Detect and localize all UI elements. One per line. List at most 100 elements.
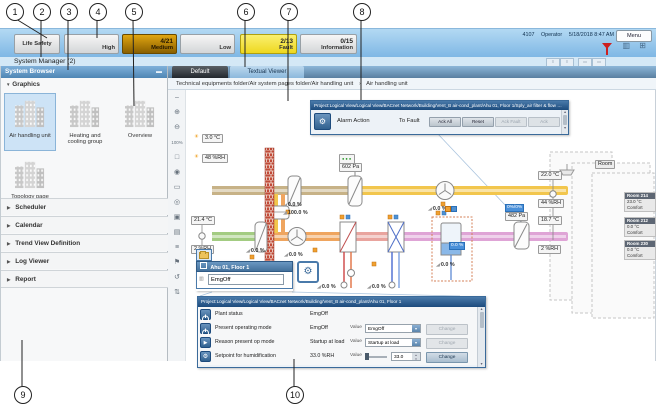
play-icon: ▶ [200, 336, 211, 348]
sidebar-item-trend-view-definition[interactable]: ▶ Trend View Definition [1, 234, 169, 251]
spin-down-icon[interactable]: ▾ [415, 356, 417, 361]
alarm-button-information[interactable]: 0/15 Information [300, 34, 357, 54]
breadcrumb-path[interactable]: Technical equipments folder/Air system p… [176, 81, 354, 87]
ack-fault-button[interactable]: Ack Fault [495, 117, 527, 127]
alarm-button-low[interactable]: Low [180, 34, 235, 54]
scroll-up-icon[interactable]: ▲ [563, 110, 567, 114]
sidebar-item-scheduler[interactable]: ▶ Scheduler [1, 198, 169, 215]
reset-button[interactable]: Reset [462, 117, 494, 127]
callout-6: 6 [237, 3, 255, 21]
tab-strip: Default Textual Viewer [168, 66, 656, 78]
alarm-button-label: Medium [151, 45, 173, 51]
drag-handle-icon[interactable]: – [175, 94, 179, 101]
spinner-icons[interactable]: ▴ ▾ [412, 352, 420, 361]
list-icon[interactable]: ≡ [174, 244, 180, 251]
sidebar-item-label: Calendar [15, 222, 43, 229]
alarm-button-life-safety[interactable]: Life Safety [14, 34, 60, 54]
pan-icon[interactable]: ◎ [173, 199, 181, 206]
ack-all-button[interactable]: Ack All [429, 117, 461, 127]
setpoint-spinbox[interactable]: 33.0 ▴ ▾ [391, 351, 421, 361]
tab-default[interactable]: Default [172, 66, 228, 78]
zoom-level-label[interactable]: 100% [171, 140, 183, 145]
weather-temp-chip: 3.0 °C [202, 134, 224, 143]
ack-button[interactable]: Ack [528, 117, 560, 127]
operating-mode-dropdown[interactable]: EmgOff ▾ [365, 323, 421, 333]
alarm-button-fault[interactable]: 2/13 Fault [240, 34, 297, 54]
gear-icon: ⚙ [303, 266, 313, 277]
operations-popup: Project:Logical View/Logical View/BACnet… [197, 296, 486, 368]
sidebar-item-calendar[interactable]: ▶ Calendar [1, 216, 169, 233]
sidebar-item-log-viewer[interactable]: ▶ Log Viewer [1, 252, 169, 269]
fit-view-icon[interactable]: □ [174, 154, 180, 161]
ramp-icon: ◢ [283, 210, 287, 216]
grid-icon[interactable]: ▤ [173, 229, 181, 236]
room-card[interactable]: Room 214 23.0 °C Comfort [624, 192, 656, 212]
mode-value-field[interactable]: EmgOff [208, 274, 284, 285]
callout-2: 2 [33, 3, 51, 21]
alarm-button-label: Low [219, 45, 231, 51]
graphics-expander[interactable]: ▼ Graphics [1, 78, 167, 91]
power-icon [200, 322, 211, 336]
scroll-up-icon[interactable]: ▲ [479, 307, 484, 311]
scroll-down-icon[interactable]: ▼ [563, 126, 567, 130]
menu-button[interactable]: Menu [616, 30, 652, 42]
layers-icon[interactable]: ▣ [173, 214, 181, 221]
tile-air-handling-unit[interactable]: Air handling unit [4, 93, 56, 151]
ops-row-value: EmgOff [310, 311, 328, 317]
setpoint-slider-track[interactable] [365, 355, 387, 358]
room-temp: 23.0 °C [627, 199, 642, 204]
alarm-button-medium[interactable]: 4/21 Medium [122, 34, 177, 54]
tile-topology-page[interactable]: Topology page [4, 154, 56, 212]
value: 0.0 % [440, 262, 455, 268]
alarm-popup-scrollbar[interactable]: ▲ ▼ [561, 110, 568, 134]
sort-icon[interactable]: ⇅ [174, 289, 180, 296]
system-browser-title: System Browser [5, 68, 56, 75]
setpoint-slider-handle[interactable] [365, 353, 369, 360]
change-button[interactable]: Change [426, 337, 468, 349]
window-layout-icon[interactable]: ⊞ [639, 41, 646, 50]
tile-heating-cooling-group[interactable]: Heating and cooling group [59, 93, 111, 151]
ops-row-label: Reason present op mode [215, 339, 275, 345]
settings-button[interactable]: ⚙ [297, 261, 319, 283]
filter-funnel-icon[interactable] [602, 43, 612, 55]
room-area-label: Room [595, 160, 616, 169]
focus-icon[interactable]: ◉ [173, 169, 181, 176]
callout-10: 10 [286, 386, 304, 404]
callout-7: 7 [280, 3, 298, 21]
panel-layout-icon[interactable]: ▥ [622, 41, 630, 50]
change-button[interactable]: Change [426, 323, 468, 335]
selection-rect-icon[interactable]: ▭ [173, 184, 181, 191]
value: 0.0 % [321, 284, 336, 290]
sliders-icon: ⚙ [200, 350, 211, 362]
room-status: Comfort [627, 253, 643, 258]
scroll-thumb[interactable] [563, 115, 567, 125]
ops-popup-scrollbar[interactable]: ▲ ▼ [477, 307, 485, 367]
alarm-button-label: Information [321, 45, 353, 51]
spin-up-icon[interactable]: ▴ [415, 352, 417, 357]
flag-icon[interactable]: ⚑ [173, 259, 181, 266]
zoom-in-icon[interactable]: ⊕ [174, 109, 180, 116]
spinbox-value: 33.0 [394, 354, 404, 360]
damper-position-value: ◢0.0 % [283, 202, 302, 208]
folder-button[interactable] [196, 249, 212, 261]
collapse-icon[interactable]: ▬ [156, 69, 162, 75]
undo-icon[interactable]: ↺ [174, 274, 180, 281]
system-browser-header[interactable]: System Browser ▬ [1, 66, 167, 78]
reason-dropdown[interactable]: Startup at load ▾ [365, 337, 421, 347]
alarm-popup: Project:Logical View/Logical View/BACnet… [310, 100, 569, 135]
tab-textual-viewer[interactable]: Textual Viewer [229, 66, 304, 78]
scroll-thumb[interactable] [479, 312, 484, 328]
change-button[interactable]: Change [426, 351, 468, 363]
tile-overview[interactable]: Overview [114, 93, 166, 151]
room-card[interactable]: Room 212 0.0 °C Comfort [624, 217, 656, 237]
supply-fan-chip: 0%/0% [505, 204, 525, 212]
alarm-button-high[interactable]: High [64, 34, 119, 54]
scroll-down-icon[interactable]: ▼ [479, 362, 484, 366]
system-manager-label: System Manager (2) [14, 58, 76, 65]
room-card[interactable]: Room 230 0.0 °C Comfort [624, 240, 656, 260]
chevron-right-icon: ▶ [7, 223, 11, 228]
supply-humidity-chip: 2 %RH [538, 245, 562, 254]
sidebar-item-report[interactable]: ▶ Report [1, 270, 169, 287]
sidebar-item-label: Trend View Definition [15, 240, 81, 247]
zoom-out-icon[interactable]: ⊖ [174, 124, 180, 131]
